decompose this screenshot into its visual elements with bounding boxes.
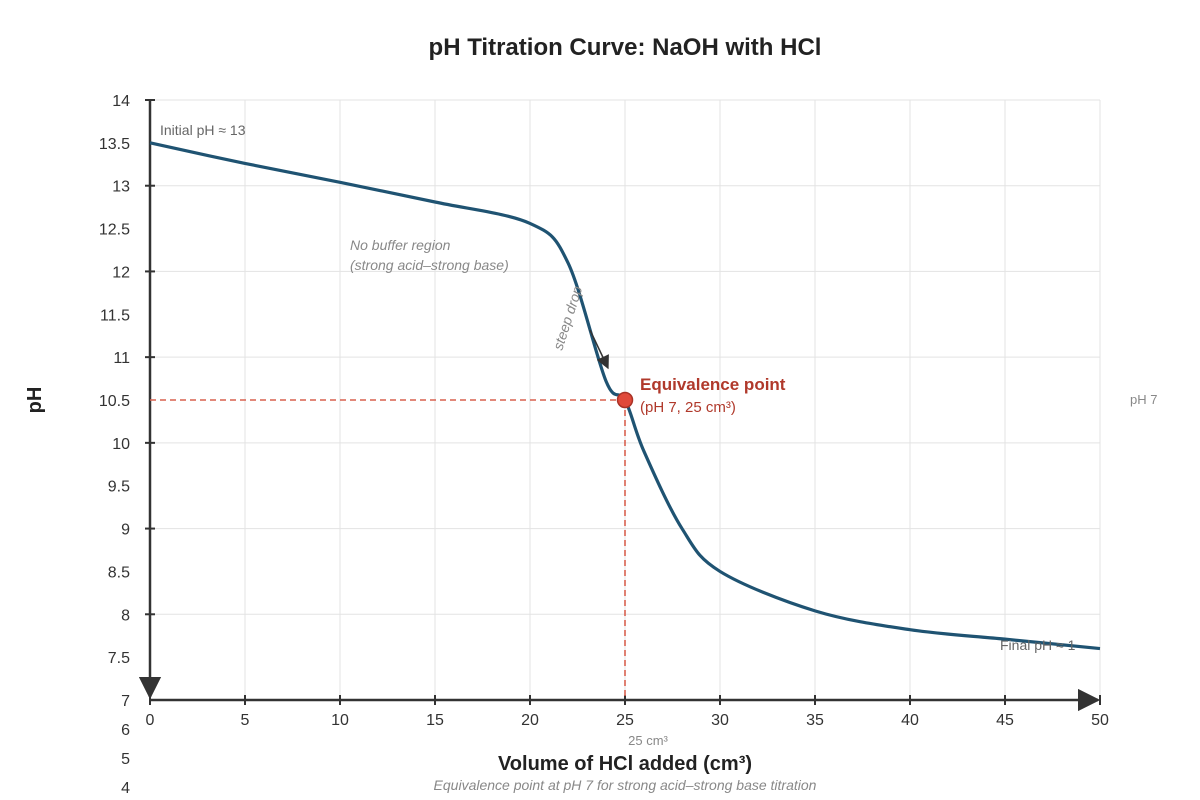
y-axis-label: pH xyxy=(24,387,46,414)
buffer-note-line2: (strong acid–strong base) xyxy=(350,257,509,273)
y-tick-label: 7 xyxy=(121,693,130,710)
buffer-note-line1: No buffer region xyxy=(350,237,451,253)
x-tick-label: 40 xyxy=(901,712,919,729)
y-tick-label: 9 xyxy=(121,522,130,539)
y-tick-label: 12 xyxy=(112,264,130,281)
data-point xyxy=(909,628,912,631)
x-tick-label: 25 xyxy=(616,712,634,729)
x-tick-label: 45 xyxy=(996,712,1014,729)
y-tick-label: 4 xyxy=(121,780,130,797)
x-tick-label: 10 xyxy=(331,712,349,729)
equivalence-point-marker xyxy=(616,391,634,409)
y-tick-label: 11.5 xyxy=(100,307,130,324)
y-tick-label: 10.5 xyxy=(99,393,130,410)
data-point xyxy=(149,141,152,144)
y-tick-label: 9.5 xyxy=(108,479,130,496)
y-tick-label: 13 xyxy=(112,179,130,196)
data-point xyxy=(529,222,532,225)
equivalence-label: Equivalence point xyxy=(640,375,786,394)
y-tick-label: 6 xyxy=(121,722,130,739)
data-point xyxy=(605,380,608,383)
y-tick-label: 5 xyxy=(121,751,130,768)
y-tick-label: 14 xyxy=(112,93,130,110)
x-tick-label: 50 xyxy=(1091,712,1109,729)
x-tick-label: 15 xyxy=(426,712,444,729)
x-tick-label: 5 xyxy=(241,712,250,729)
steep-drop-arrow xyxy=(589,329,609,370)
y-tick-label: 10 xyxy=(112,436,130,453)
data-point xyxy=(1099,647,1102,650)
x-tick-label: 0 xyxy=(146,712,155,729)
y-tick-label: 7.5 xyxy=(108,650,130,667)
equivalence-volume-label: 25 cm³ xyxy=(628,733,668,748)
data-point xyxy=(681,527,684,530)
y-axis-ticks: 14 13.5 13 12.5 12 11.5 11 10.5 10 9.5 9 8.5 8 7.5 7 6 5… xyxy=(99,93,155,797)
y-tick-label: 11 xyxy=(113,350,130,367)
equivalence-sublabel: (pH 7, 25 cm³) xyxy=(640,399,736,416)
data-point xyxy=(643,450,646,453)
data-point xyxy=(244,162,247,165)
x-axis-label: Volume of HCl added (cm³) xyxy=(498,753,752,775)
y-tick-label: 13.5 xyxy=(99,136,130,153)
y-tick-label: 8.5 xyxy=(108,564,130,581)
x-tick-label: 20 xyxy=(521,712,539,729)
data-point xyxy=(719,570,722,573)
initial-ph-label: Initial pH ≈ 13 xyxy=(160,122,246,138)
data-point xyxy=(434,201,437,204)
data-point xyxy=(814,609,817,612)
chart-caption: Equivalence point at pH 7 for strong aci… xyxy=(434,777,817,793)
x-tick-label: 30 xyxy=(711,712,729,729)
y-tick-label: 12.5 xyxy=(99,222,130,239)
ph7-right-label: pH 7 xyxy=(1130,392,1157,407)
data-point xyxy=(339,181,342,184)
steep-drop-label: steep drop xyxy=(550,284,586,352)
data-point xyxy=(567,261,570,264)
final-ph-label: Final pH ≈ 1 xyxy=(1000,637,1076,653)
chart-title: pH Titration Curve: NaOH with HCl xyxy=(429,34,822,61)
y-tick-label: 8 xyxy=(121,607,130,624)
x-tick-label: 35 xyxy=(806,712,824,729)
